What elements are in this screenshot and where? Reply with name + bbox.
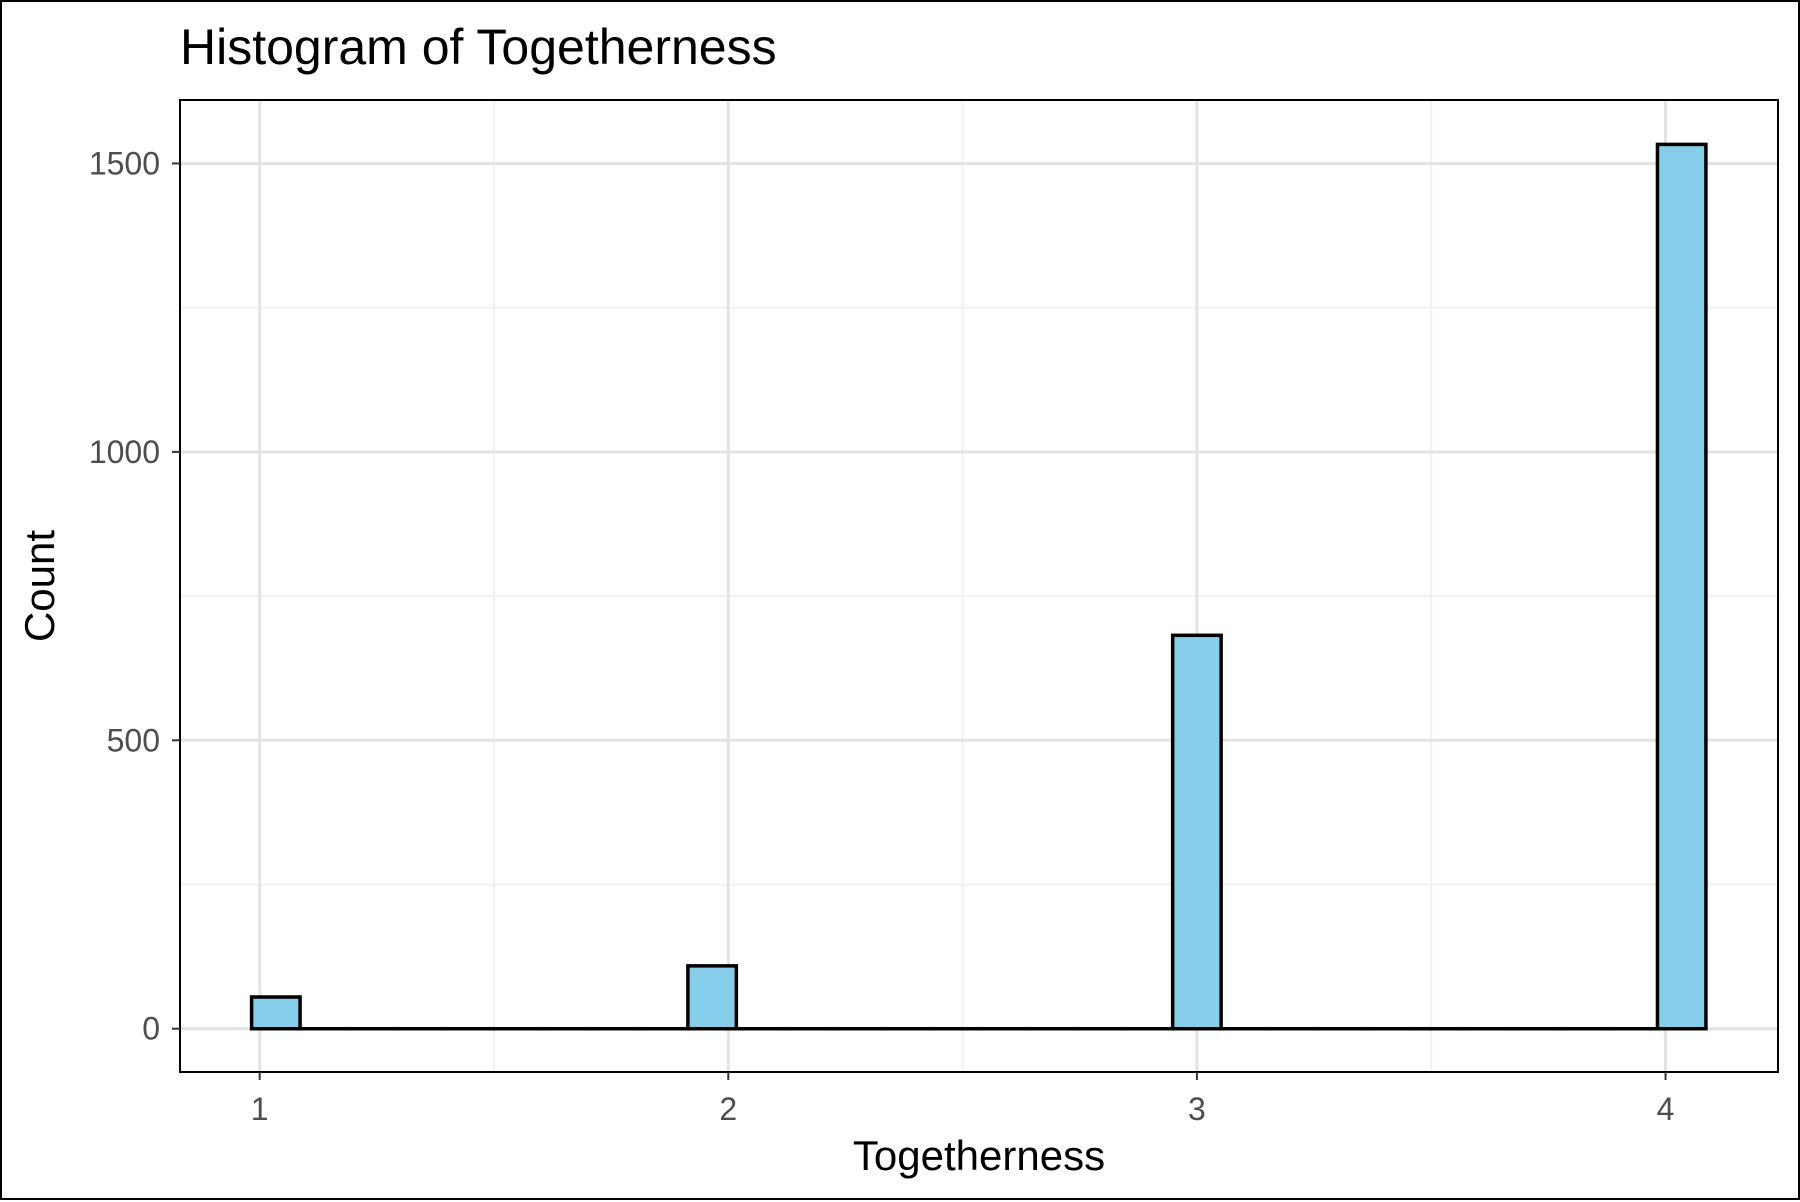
y-tick-label: 0 bbox=[142, 1011, 160, 1047]
histogram-bar bbox=[252, 997, 300, 1029]
histogram-bar bbox=[688, 966, 736, 1029]
x-tick-label: 3 bbox=[1188, 1091, 1206, 1127]
chart-title: Histogram of Togetherness bbox=[180, 19, 777, 75]
y-tick-label: 500 bbox=[107, 722, 160, 758]
x-tick-label: 2 bbox=[719, 1091, 737, 1127]
y-tick-label: 1000 bbox=[89, 434, 160, 470]
histogram-bar bbox=[1657, 144, 1705, 1028]
y-axis-title: Count bbox=[16, 530, 63, 642]
x-tick-label: 4 bbox=[1657, 1091, 1675, 1127]
plot-panel-border bbox=[180, 100, 1778, 1072]
x-axis-title: Togetherness bbox=[853, 1132, 1105, 1179]
histogram-bar bbox=[1173, 635, 1221, 1028]
x-tick-label: 1 bbox=[251, 1091, 269, 1127]
grid-layer bbox=[180, 100, 1778, 1072]
bars-layer bbox=[252, 144, 1706, 1028]
y-tick-label: 1500 bbox=[89, 145, 160, 181]
ticks-layer: 1 2 3 4 0 500 1000 1500 bbox=[89, 145, 1675, 1127]
